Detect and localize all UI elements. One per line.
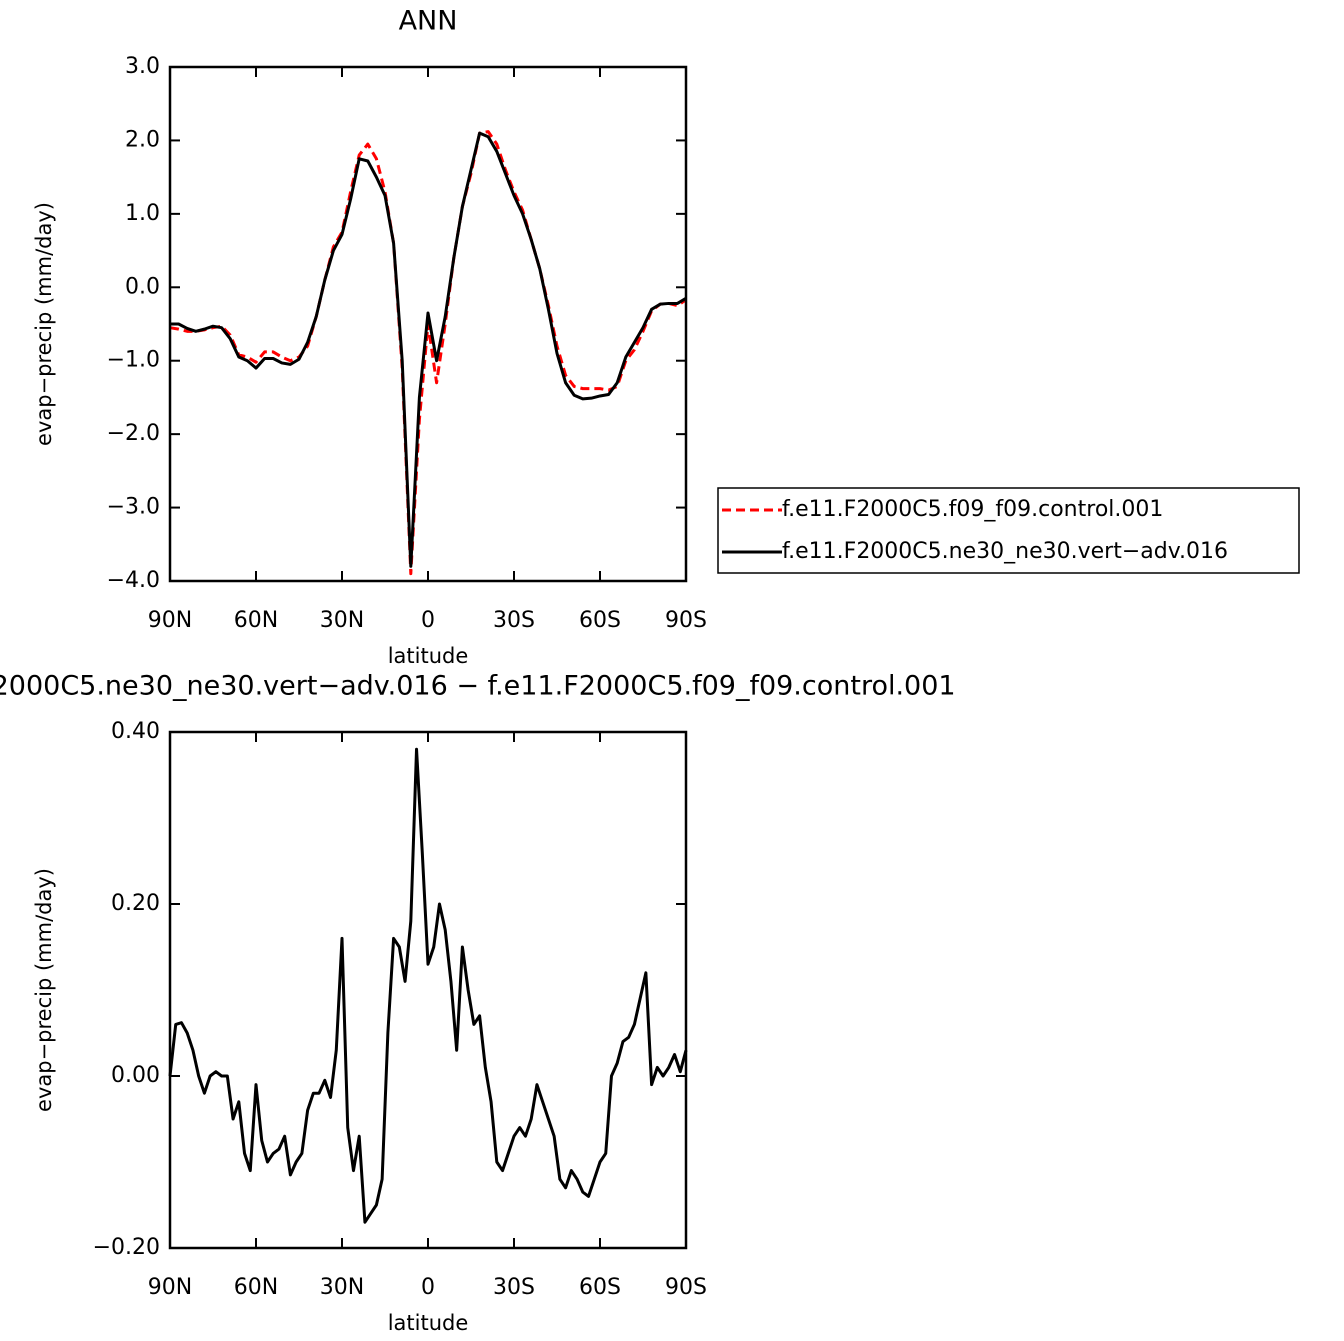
x-axis-label: latitude bbox=[388, 644, 469, 668]
chart-title: ANN bbox=[399, 6, 458, 37]
plot-frame bbox=[168, 65, 688, 583]
x-tick-label: 30S bbox=[493, 1275, 535, 1300]
x-tick-label: 90N bbox=[148, 1275, 192, 1300]
y-axis-label: evap−precip (mm/day) bbox=[32, 868, 56, 1112]
plot-frame bbox=[168, 730, 688, 1250]
y-tick-label: 0.0 bbox=[125, 274, 160, 299]
series-line bbox=[169, 130, 687, 576]
x-tick-label: 60S bbox=[579, 1275, 621, 1300]
x-tick-label: 0 bbox=[421, 608, 435, 633]
series-line bbox=[168, 747, 688, 1224]
y-tick-label: 2.0 bbox=[125, 127, 160, 152]
x-tick-label: 60S bbox=[579, 608, 621, 633]
x-tick-label: 90N bbox=[148, 608, 192, 633]
y-tick-label: 3.0 bbox=[125, 54, 160, 79]
legend-label: f.e11.F2000C5.ne30_ne30.vert−adv.016 bbox=[782, 539, 1228, 564]
y-tick-label: 0.40 bbox=[111, 719, 160, 744]
y-tick-label: −0.20 bbox=[93, 1235, 160, 1260]
legend-box bbox=[717, 487, 1300, 574]
y-tick-label: 0.20 bbox=[111, 891, 160, 916]
y-tick-label: 1.0 bbox=[125, 201, 160, 226]
x-tick-label: 60N bbox=[234, 608, 278, 633]
x-tick-label: 30N bbox=[320, 608, 364, 633]
x-tick-label: 30S bbox=[493, 608, 535, 633]
x-tick-label: 60N bbox=[234, 1275, 278, 1300]
y-tick-label: −3.0 bbox=[107, 495, 160, 520]
y-tick-label: −2.0 bbox=[107, 421, 160, 446]
y-tick-label: −4.0 bbox=[107, 568, 160, 593]
series-line bbox=[170, 131, 687, 568]
y-axis-label: evap−precip (mm/day) bbox=[32, 202, 56, 446]
legend-label: f.e11.F2000C5.f09_f09.control.001 bbox=[782, 497, 1163, 522]
x-tick-label: 90S bbox=[665, 608, 707, 633]
x-tick-label: 30N bbox=[320, 1275, 364, 1300]
chart-title: f.e11.F2000C5.ne30_ne30.vert−adv.016 − f… bbox=[0, 671, 956, 702]
x-tick-label: 90S bbox=[665, 1275, 707, 1300]
x-axis-label: latitude bbox=[388, 1311, 469, 1335]
x-tick-label: 0 bbox=[421, 1275, 435, 1300]
y-tick-label: 0.00 bbox=[111, 1063, 160, 1088]
y-tick-label: −1.0 bbox=[107, 348, 160, 373]
